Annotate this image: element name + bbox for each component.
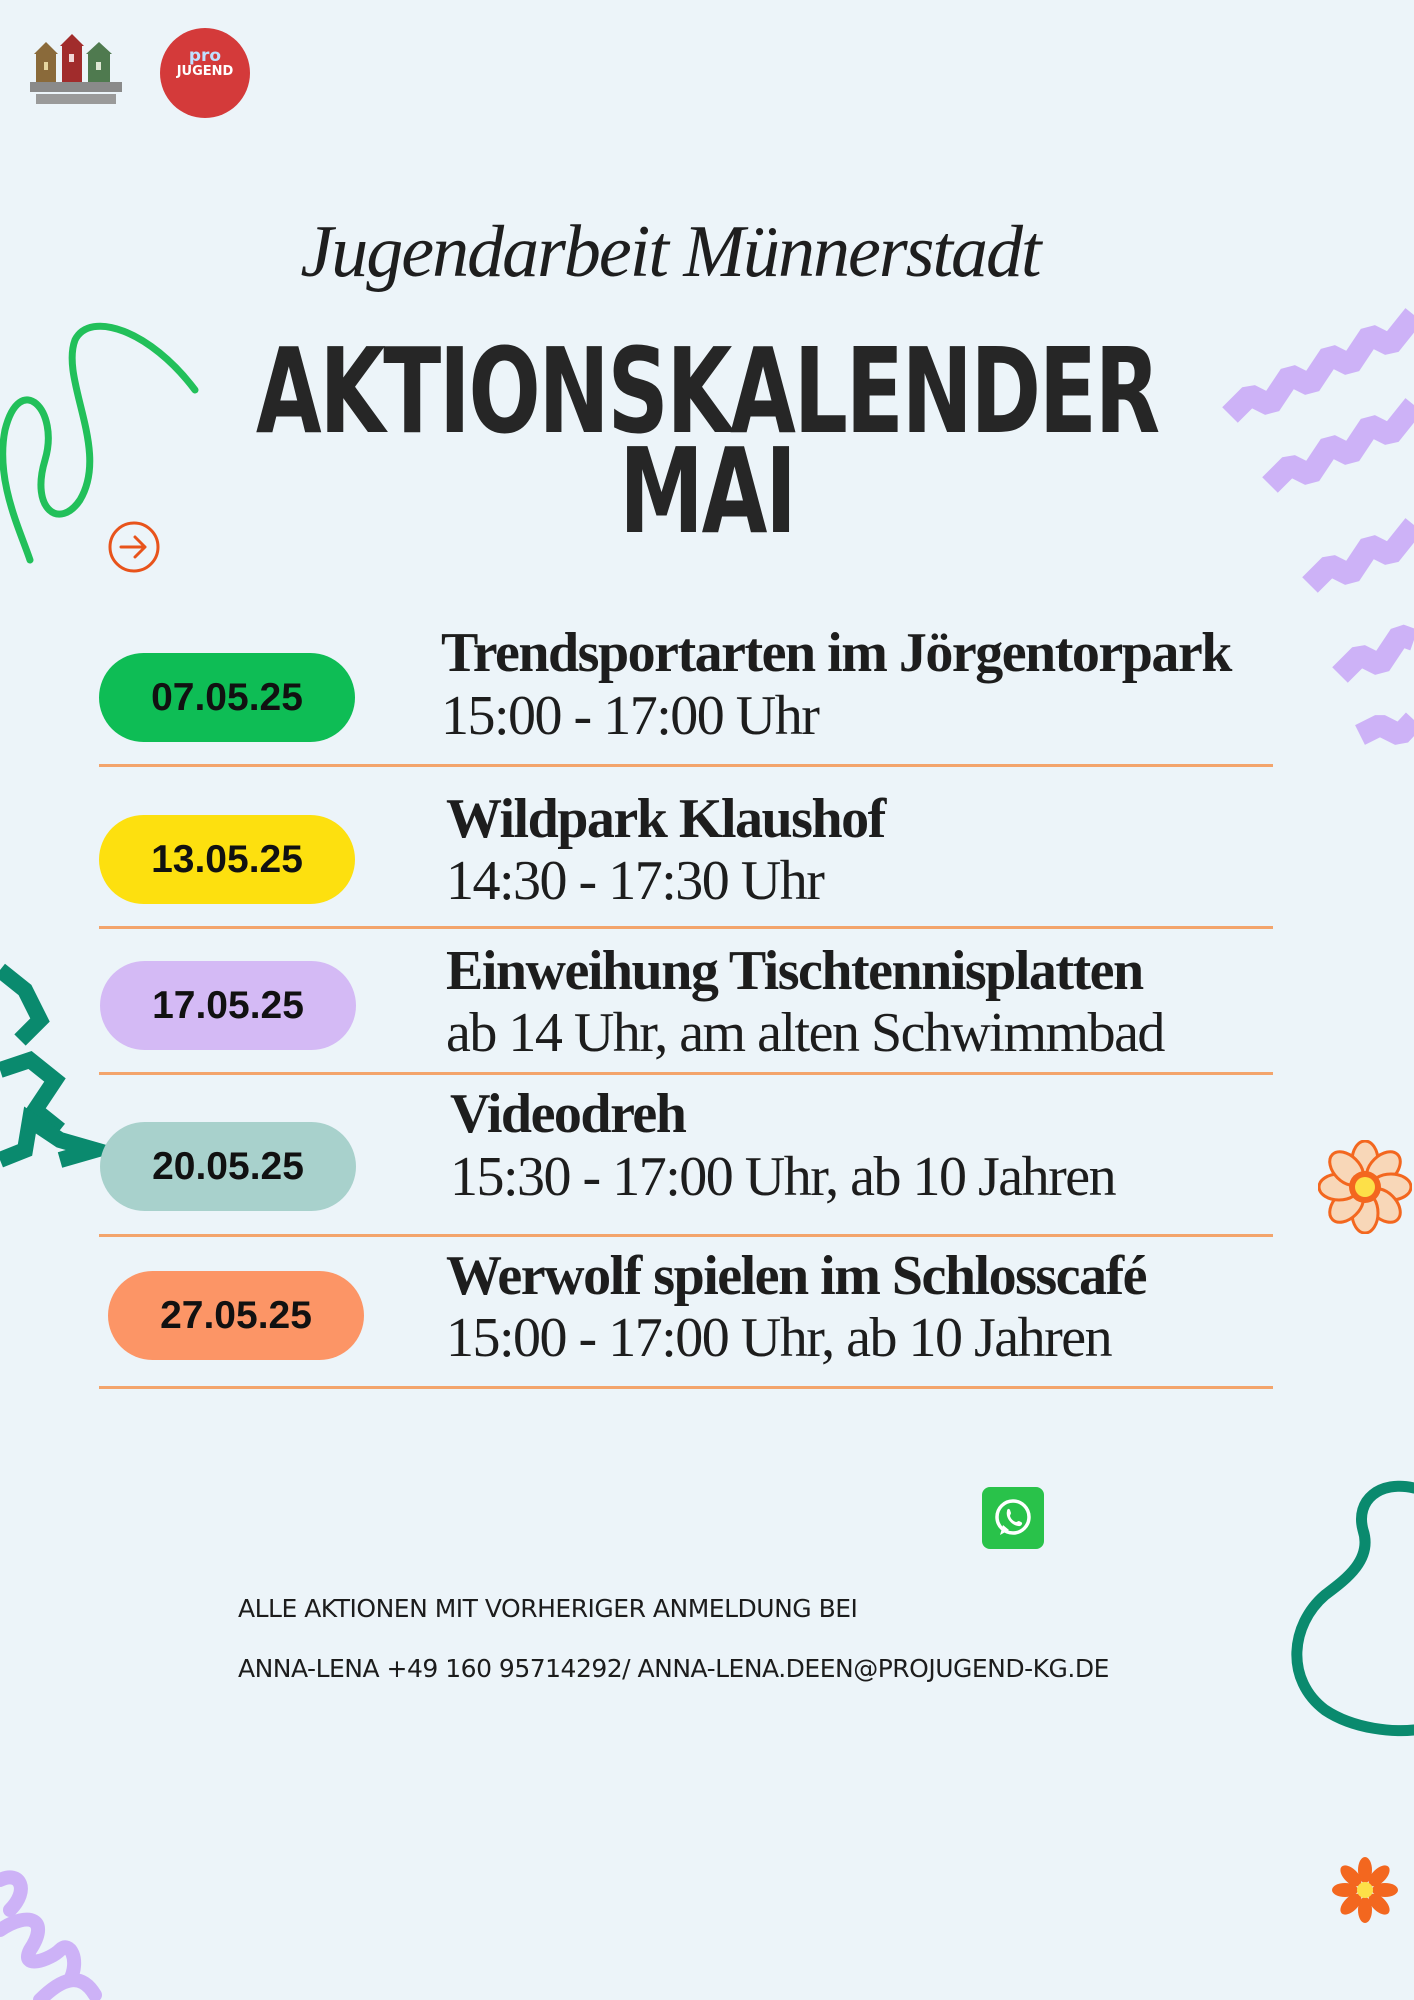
purple-zigzag-decoration (1222, 308, 1414, 745)
logo-badge-text-2: JUGEND (176, 64, 234, 79)
small-flower-icon (1332, 1857, 1398, 1923)
divider (99, 1072, 1273, 1075)
date-pill: 13.05.25 (99, 815, 355, 904)
event-detail: ab 14 Uhr, am alten Schwimmbad (446, 1002, 1165, 1064)
arrow-right-icon (108, 521, 160, 573)
event-title: Trendsportarten im Jörgentorpark (441, 622, 1232, 684)
whatsapp-icon[interactable] (982, 1487, 1044, 1549)
divider (99, 764, 1273, 767)
footer-registration-note: ALLE AKTIONEN MIT VORHERIGER ANMELDUNG B… (238, 1594, 858, 1623)
town-logo (30, 34, 122, 110)
page-title: AKTIONSKALENDER (255, 322, 1160, 460)
event-detail: 14:30 - 17:30 Uhr (446, 850, 825, 912)
subtitle-script: Jugendarbeit Münnerstadt (300, 211, 1041, 293)
event-title: Werwolf spielen im Schlosscafé (446, 1245, 1148, 1307)
event-detail: 15:00 - 17:00 Uhr, ab 10 Jahren (446, 1307, 1113, 1369)
teal-loop-decoration (1291, 1480, 1414, 1737)
logo-badge-text-1: pro (188, 46, 222, 66)
page-title-month: MAI (619, 422, 797, 560)
purple-scribble-decoration (0, 1870, 102, 2000)
divider (99, 1234, 1273, 1237)
date-pill: 20.05.25 (100, 1122, 356, 1211)
event-title: Videodreh (450, 1083, 687, 1145)
event-detail: 15:00 - 17:00 Uhr (441, 685, 820, 747)
divider (99, 926, 1273, 929)
projugend-logo: pro JUGEND (160, 28, 250, 118)
event-title: Einweihung Tischtennisplatten (446, 940, 1144, 1002)
footer-contact: ANNA-LENA +49 160 95714292/ ANNA-LENA.DE… (238, 1654, 1109, 1683)
date-pill: 17.05.25 (100, 961, 356, 1050)
divider (99, 1386, 1273, 1389)
green-squiggle-decoration (0, 322, 199, 564)
date-pill: 27.05.25 (108, 1271, 364, 1360)
event-title: Wildpark Klaushof (446, 788, 886, 850)
event-detail: 15:30 - 17:00 Uhr, ab 10 Jahren (450, 1146, 1117, 1208)
date-pill: 07.05.25 (99, 653, 355, 742)
flower-icon (1318, 1140, 1412, 1234)
teal-zigzag-decoration (0, 963, 110, 1168)
